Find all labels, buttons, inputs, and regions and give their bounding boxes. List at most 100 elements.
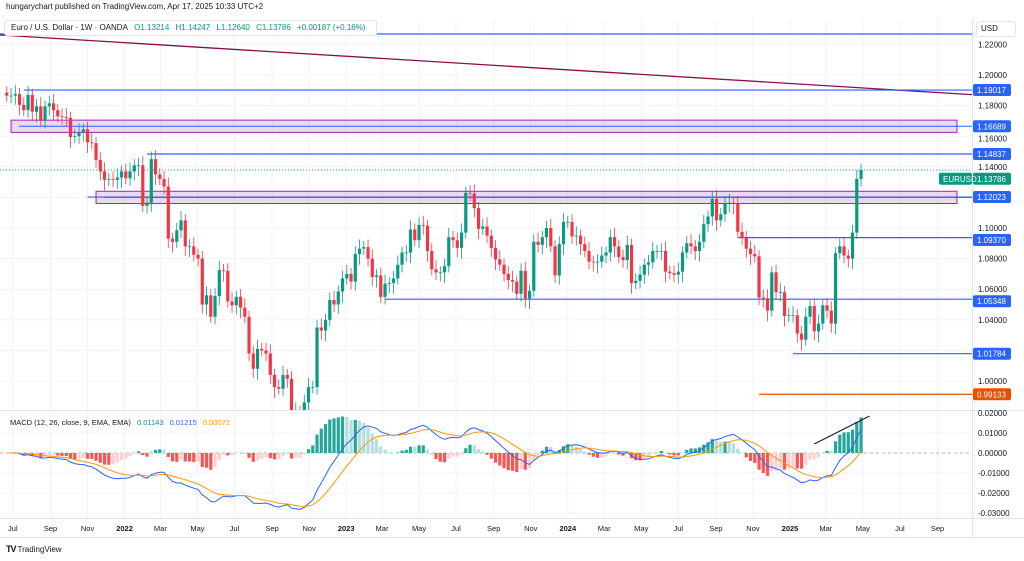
macd-histogram-bar — [808, 453, 812, 460]
brand-name: TradingView — [17, 544, 62, 554]
time-tick-label: Sep — [44, 524, 57, 533]
candle — [753, 254, 757, 257]
candle — [685, 243, 689, 253]
time-tick-label: 2024 — [559, 524, 577, 533]
macd-histogram-bar — [676, 453, 680, 456]
macd-histogram-bar — [451, 453, 455, 457]
macd-histogram-bar — [170, 453, 175, 462]
candle — [221, 270, 226, 271]
candle — [680, 252, 685, 272]
candle — [510, 280, 515, 282]
macd-pane — [0, 415, 972, 510]
candle — [39, 106, 43, 121]
tradingview-logo[interactable]: TV TradingView — [6, 544, 62, 554]
macd-histogram-bar — [374, 439, 379, 453]
candle — [141, 165, 145, 206]
time-tick-label: May — [856, 524, 870, 533]
price-tick-label: 1.22000 — [978, 40, 1007, 49]
candle — [417, 224, 421, 241]
candle — [247, 316, 251, 354]
macd-histogram-bar — [651, 453, 655, 455]
time-tick-label: Jul — [673, 524, 683, 533]
macd-histogram-bar — [719, 441, 723, 453]
candle — [625, 244, 629, 261]
symbol-title[interactable]: Euro / U.S. Dollar · 1W · OANDA — [11, 23, 128, 32]
candle — [561, 221, 566, 245]
macd-histogram-bar — [81, 453, 85, 459]
candle — [506, 273, 510, 281]
candle — [68, 117, 73, 137]
macd-histogram-bar — [829, 450, 833, 453]
macd-histogram-bar — [502, 453, 506, 469]
candle — [574, 235, 578, 237]
candle — [145, 202, 149, 206]
macd-histogram-bar — [306, 449, 311, 453]
candle — [192, 246, 196, 255]
macd-tick-label: -0.03000 — [978, 509, 1010, 518]
time-tick-label: Jul — [451, 524, 461, 533]
candle — [26, 94, 30, 111]
level-price-label-bg — [973, 234, 1011, 246]
macd-histogram-bar — [421, 445, 425, 453]
macd-histogram-bar — [646, 453, 651, 457]
macd-histogram-bar — [536, 453, 540, 456]
candle — [234, 296, 238, 306]
macd-histogram-bar — [668, 453, 672, 455]
candle — [17, 94, 22, 105]
macd-histogram-bar — [816, 453, 821, 458]
macd-histogram-bar — [51, 453, 56, 455]
macd-histogram-bar — [574, 446, 578, 453]
candle — [111, 179, 115, 180]
candle — [672, 273, 676, 275]
level-price-label: 1.14837 — [977, 150, 1006, 159]
macd-histogram-bar — [859, 417, 863, 453]
candle — [90, 142, 94, 144]
macd-histogram-bar — [119, 453, 124, 460]
candle — [676, 271, 680, 275]
candle — [204, 295, 209, 305]
macd-histogram-bar — [489, 453, 493, 459]
macd-histogram-bar — [94, 453, 98, 461]
macd-histogram-bar — [413, 446, 417, 453]
candle — [600, 255, 604, 262]
zone-price-label-bg — [973, 120, 1011, 133]
candle — [400, 252, 404, 265]
macd-histogram-bar — [455, 453, 459, 457]
macd-title[interactable]: MACD (12, 26, close, 9, EMA, EMA) — [10, 418, 131, 427]
macd-histogram-bar — [264, 453, 268, 458]
candle — [230, 301, 234, 306]
macd-histogram-bar — [60, 453, 64, 456]
candle — [64, 117, 68, 118]
candle — [595, 261, 600, 263]
macd-histogram-bar — [608, 453, 612, 454]
candle — [532, 241, 536, 291]
candle — [85, 129, 90, 143]
candle — [659, 250, 663, 252]
macd-histogram-bar — [638, 453, 642, 461]
level-price-label: 1.12023 — [977, 193, 1006, 202]
macd-histogram-bar — [124, 453, 128, 459]
macd-histogram-bar — [472, 445, 476, 453]
candle — [196, 254, 200, 259]
macd-histogram-bar — [68, 453, 73, 459]
macd-histogram-bar — [459, 453, 464, 455]
macd-histogram-bar — [833, 441, 838, 453]
candle — [272, 374, 277, 388]
candle — [22, 104, 26, 111]
macd-histogram-bar — [604, 453, 608, 457]
macd-histogram-bar — [251, 453, 255, 462]
macd-histogram-bar — [85, 453, 90, 459]
last-price-label: 1.13786 — [977, 175, 1006, 184]
candle — [549, 228, 553, 247]
ohlc-open: O1.13214 — [134, 23, 170, 32]
macd-histogram-bar — [591, 453, 595, 457]
currency-button[interactable]: USD — [976, 21, 1016, 37]
macd-histogram-bar — [400, 450, 404, 453]
macd-histogram-bar — [115, 453, 119, 463]
macd-histogram-bar — [617, 453, 621, 455]
candle — [702, 224, 706, 242]
candle — [34, 106, 39, 112]
candle — [642, 264, 646, 275]
candle — [583, 244, 587, 251]
